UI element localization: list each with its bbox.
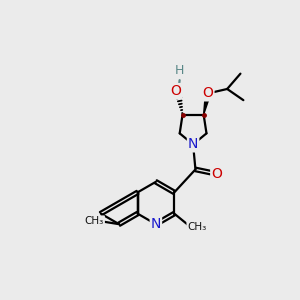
Polygon shape bbox=[204, 93, 211, 115]
Text: N: N bbox=[188, 137, 198, 152]
Text: H: H bbox=[175, 64, 184, 77]
Text: CH₃: CH₃ bbox=[85, 216, 104, 226]
Text: CH₃: CH₃ bbox=[187, 222, 206, 232]
Text: O: O bbox=[170, 84, 181, 98]
Text: N: N bbox=[151, 217, 161, 231]
Text: O: O bbox=[211, 167, 222, 181]
Text: O: O bbox=[202, 86, 214, 100]
